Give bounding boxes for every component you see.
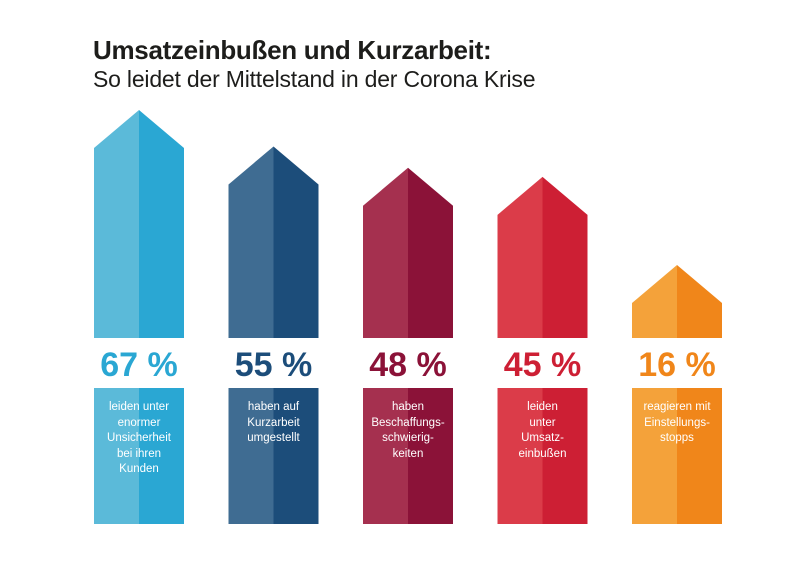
bar-right-half — [139, 110, 184, 524]
bar-group: 67 % — [93, 110, 185, 524]
bar-description-line: leiden — [527, 401, 558, 413]
bar-description: haben auf Kurzarbeit umgestellt — [225, 400, 323, 447]
value-band — [227, 338, 320, 388]
bar-group: 45 % — [496, 176, 589, 525]
bar-description-line: Kurzarbeit — [247, 416, 300, 429]
chart-subtitle: So leidet der Mittelstand in der Corona … — [93, 66, 536, 92]
bar-left-half — [94, 110, 139, 524]
value-band — [496, 338, 589, 388]
bar-description-line: reagieren mit — [643, 401, 711, 413]
chart-title: Umsatzeinbußen und Kurzarbeit: — [93, 35, 492, 65]
bar-description-line: Einstellungs- — [644, 416, 710, 429]
bar-description-line: stopps — [660, 432, 694, 444]
bar-description: haben Beschaffungs-schwierig-keiten — [359, 400, 457, 462]
value-band — [362, 338, 454, 388]
bar-left-half — [632, 265, 677, 524]
bar-description: leiden unter enormer Unsicherheit bei ihren… — [90, 400, 188, 478]
bar-description-line: enormer — [117, 416, 161, 429]
bar-description-line: unter — [529, 416, 556, 429]
value-label: 67 % — [100, 346, 178, 384]
bar-left-half — [228, 146, 274, 524]
value-label: 16 % — [638, 346, 716, 384]
bar-group: 16 % — [631, 265, 723, 524]
bar-description-line: bei ihren — [116, 447, 162, 460]
value-label: 45 % — [504, 346, 582, 384]
bar-description-line: haben — [392, 401, 424, 413]
bar-group: 48 % — [362, 167, 454, 524]
bar-group: 55 % — [227, 146, 320, 524]
bar-description-line: schwierig- — [382, 432, 434, 444]
bar-right-half — [273, 146, 319, 524]
bar-description-line: Kunden — [119, 463, 159, 475]
bar-description-line: umgestellt — [247, 432, 300, 444]
value-label: 55 % — [235, 346, 313, 384]
bar-description: reagieren mit Einstellungs-stopps — [628, 400, 726, 447]
bar-right-half — [677, 265, 722, 524]
bar-description-line: Umsatz- — [521, 432, 564, 444]
bar-description-line: haben auf — [247, 401, 300, 413]
bar-description-line: einbußen — [518, 447, 567, 460]
bar-description-line: keiten — [392, 447, 424, 460]
value-band — [93, 338, 185, 388]
bar-description-line: Unsicherheit — [107, 432, 171, 444]
value-band — [631, 338, 723, 388]
bar-description: leiden unter Umsatz-einbußen — [494, 400, 592, 462]
bar-description-line: Beschaffungs- — [371, 416, 445, 429]
value-label: 48 % — [369, 346, 447, 384]
bar-description-line: leiden unter — [108, 401, 170, 413]
